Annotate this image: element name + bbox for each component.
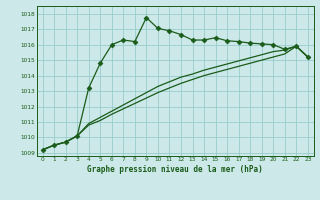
X-axis label: Graphe pression niveau de la mer (hPa): Graphe pression niveau de la mer (hPa) [87,165,263,174]
